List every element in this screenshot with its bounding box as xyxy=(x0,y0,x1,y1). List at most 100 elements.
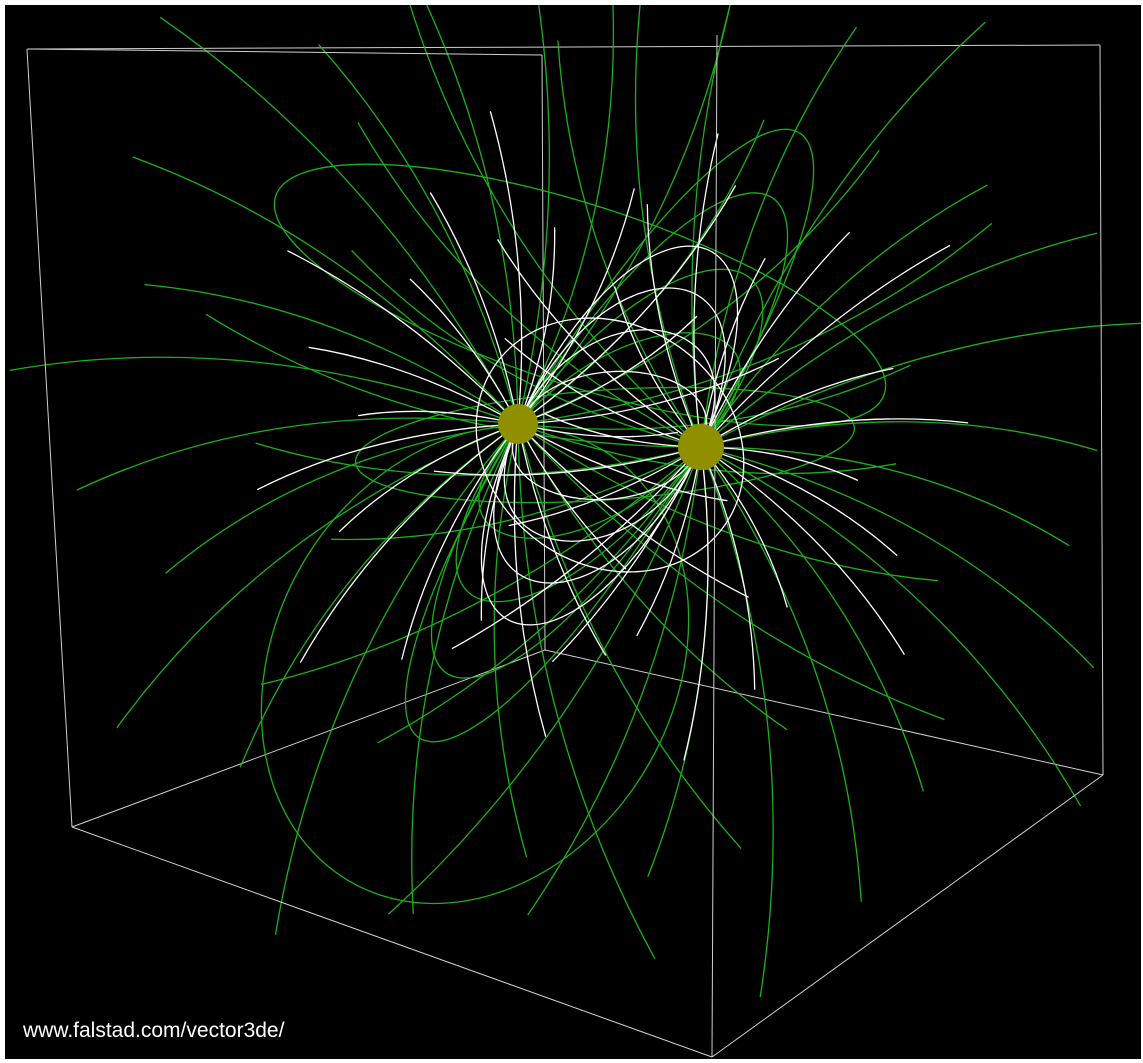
field-line-white xyxy=(517,188,635,425)
field-lines-white xyxy=(256,111,969,761)
field-line-white xyxy=(508,446,702,527)
field-line-white xyxy=(517,423,678,438)
field-line-white xyxy=(693,133,719,448)
field-line-white xyxy=(358,410,519,425)
field-line-green xyxy=(527,446,702,916)
site-credit: www.falstad.com/vector3de/ xyxy=(23,1019,285,1042)
box-edge xyxy=(26,48,73,828)
field-loop-green xyxy=(260,425,690,905)
field-line-white xyxy=(429,192,519,425)
field-line-green xyxy=(205,313,702,448)
field-line-green xyxy=(144,283,519,425)
field-line-green xyxy=(331,446,702,541)
field-loop-green xyxy=(517,268,764,448)
field-line-white xyxy=(700,446,905,655)
charges xyxy=(498,404,724,470)
box-edge xyxy=(544,649,1104,776)
field-line-white xyxy=(433,446,702,476)
field-line-white xyxy=(517,357,780,425)
simulation-viewport[interactable]: www.falstad.com/vector3de/ xyxy=(5,5,1141,1059)
field-line-green xyxy=(700,446,1082,807)
field-line-white xyxy=(287,250,519,425)
field-line-white xyxy=(700,446,756,690)
field-line-white xyxy=(700,418,969,448)
bounding-box-front xyxy=(26,34,1104,1058)
field-line-green xyxy=(517,423,742,850)
bounding-box-back xyxy=(26,44,1104,828)
field-loop-white xyxy=(517,245,739,448)
field-line-white xyxy=(401,423,519,660)
field-line-green xyxy=(517,222,993,425)
field-loop-white xyxy=(480,423,702,626)
box-edge xyxy=(711,34,718,1058)
field-line-green xyxy=(255,442,702,476)
field-line-green xyxy=(700,446,1070,547)
field-line-green xyxy=(634,5,702,448)
field-line-white xyxy=(497,239,702,448)
field-loop-green xyxy=(517,128,815,448)
field-line-green xyxy=(493,423,528,858)
charge-right[interactable] xyxy=(678,424,724,470)
field-line-green xyxy=(700,184,988,448)
field-line-green xyxy=(691,5,731,448)
field-line-white xyxy=(256,423,519,491)
box-edge xyxy=(541,54,546,651)
field-line-white xyxy=(338,423,519,533)
field-line-white xyxy=(489,111,523,425)
field-loop-white xyxy=(475,317,745,573)
box-edge xyxy=(26,48,543,56)
field-loop-green xyxy=(455,423,702,603)
box-edge xyxy=(26,44,1101,50)
field-line-green xyxy=(377,446,702,744)
field-line-green xyxy=(700,446,862,902)
field-line-green xyxy=(517,423,788,731)
field-line-green xyxy=(517,5,550,425)
field-line-white xyxy=(700,446,898,557)
field-loop-green xyxy=(404,423,702,743)
field-line-white xyxy=(646,204,702,448)
field-line-white xyxy=(700,231,851,448)
field-line-green xyxy=(700,421,1098,452)
field-line-green xyxy=(517,149,880,425)
field-line-white xyxy=(451,446,702,650)
box-edge xyxy=(71,649,546,828)
field-line-white xyxy=(517,423,627,570)
charge-left[interactable] xyxy=(498,404,538,444)
field-loop-white xyxy=(517,287,726,448)
field-line-green xyxy=(159,16,519,425)
field-line-white xyxy=(308,346,519,425)
field-loop-white xyxy=(503,423,702,542)
field-line-green xyxy=(517,423,938,582)
field-line-green xyxy=(700,26,858,448)
field-line-white xyxy=(504,337,702,448)
field-line-green xyxy=(647,446,709,878)
field-line-white xyxy=(299,423,519,663)
field-line-green xyxy=(351,250,702,448)
field-line-green xyxy=(700,446,774,998)
field-line-green xyxy=(409,5,702,448)
field-loop-green xyxy=(431,423,702,679)
field-scene[interactable] xyxy=(5,5,1141,1059)
field-line-green xyxy=(318,44,519,425)
field-line-white xyxy=(517,423,749,598)
field-loop-white xyxy=(511,423,702,501)
field-loop-white xyxy=(517,329,716,448)
field-line-green xyxy=(411,423,519,914)
field-line-green xyxy=(9,356,519,425)
field-line-green xyxy=(517,423,945,721)
field-line-green xyxy=(700,322,1141,448)
field-line-green xyxy=(132,156,519,425)
field-line-green xyxy=(357,122,702,448)
field-line-green xyxy=(426,5,519,425)
field-line-white xyxy=(513,423,547,737)
field-loop-white xyxy=(517,370,708,448)
field-line-green xyxy=(76,417,519,491)
field-loop-green xyxy=(273,163,887,427)
box-edge xyxy=(1099,44,1104,776)
field-loop-green xyxy=(517,192,788,448)
field-line-green xyxy=(517,5,615,425)
field-line-white xyxy=(517,315,698,425)
field-line-white xyxy=(700,244,951,448)
field-loop-white xyxy=(493,423,702,584)
